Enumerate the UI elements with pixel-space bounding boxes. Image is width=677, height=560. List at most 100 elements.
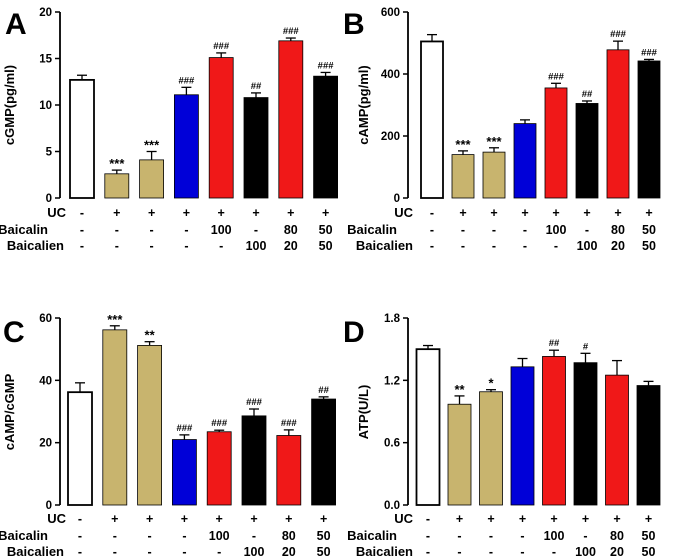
significance-label: ### [176, 423, 193, 434]
table-cell: - [461, 223, 465, 237]
table-cell: - [554, 239, 558, 253]
y-axis-title: ATP(U/L) [356, 385, 371, 440]
row-label: UC [394, 205, 413, 220]
bar [415, 348, 441, 506]
table-cell: + [113, 206, 120, 220]
bar [606, 49, 630, 199]
table-cell: + [250, 512, 257, 526]
table-cell: + [216, 512, 223, 526]
significance-label: ** [454, 382, 465, 397]
table-cell: + [582, 512, 589, 526]
bar [482, 151, 506, 199]
significance-label: ## [582, 89, 593, 100]
table-cell: 50 [642, 223, 656, 237]
y-tick-label: 60 [39, 313, 52, 325]
table-cell: - [219, 239, 223, 253]
bar [173, 94, 199, 199]
y-tick-label: 1.8 [384, 313, 401, 325]
table-cell: + [614, 206, 621, 220]
table-cell: - [150, 239, 154, 253]
table-cell: 50 [642, 529, 656, 543]
y-tick-label: 20 [39, 7, 52, 19]
significance-label: *** [109, 156, 125, 171]
row-label: Baicalien [7, 544, 64, 559]
table-cell: - [430, 223, 434, 237]
panel-a: A05101520cGMP(pg/ml)******##############… [0, 7, 334, 253]
table-cell: - [115, 223, 119, 237]
row-label: Baicalin [347, 222, 397, 237]
table-cell: 80 [611, 223, 625, 237]
significance-label: ### [610, 29, 627, 40]
table-cell: 20 [611, 239, 625, 253]
table-cell: + [287, 206, 294, 220]
table-cell: 100 [244, 545, 265, 559]
table-cell: + [322, 206, 329, 220]
table-cell: - [426, 529, 430, 543]
bar [636, 385, 661, 506]
table-cell: + [487, 512, 494, 526]
significance-label: ### [641, 47, 658, 58]
table-cell: - [523, 223, 527, 237]
table-cell: + [146, 512, 153, 526]
y-tick-label: 10 [39, 100, 52, 112]
bar [573, 362, 598, 506]
bar [420, 40, 444, 199]
table-cell: 50 [317, 545, 331, 559]
panel-label: A [5, 8, 27, 41]
y-tick-label: 600 [381, 7, 400, 19]
table-cell: 80 [610, 529, 624, 543]
significance-label: ### [283, 26, 300, 37]
panel-label: C [3, 316, 25, 349]
table-cell: 50 [317, 529, 331, 543]
table-cell: + [320, 512, 327, 526]
significance-label: # [583, 341, 589, 352]
table-cell: - [78, 529, 82, 543]
table-cell: - [523, 239, 527, 253]
table-cell: 50 [642, 545, 656, 559]
y-tick-label: 0.0 [384, 500, 400, 512]
table-cell: + [459, 206, 466, 220]
table-cell: - [552, 545, 556, 559]
table-cell: - [430, 206, 434, 220]
table-cell: 50 [319, 223, 333, 237]
significance-label: ### [246, 397, 263, 408]
y-axis-title: cAMP(pg/ml) [356, 65, 371, 144]
table-cell: - [150, 223, 154, 237]
table-cell: 80 [284, 223, 298, 237]
bar [278, 40, 304, 199]
table-cell: - [217, 545, 221, 559]
bar [542, 356, 566, 506]
bar [243, 97, 269, 199]
y-tick-label: 0 [394, 193, 400, 205]
bar [510, 366, 535, 506]
table-cell: 100 [577, 239, 598, 253]
bar [137, 345, 163, 506]
bar [451, 154, 475, 199]
row-label: Baicalien [7, 238, 64, 253]
table-cell: + [552, 206, 559, 220]
panel-label: B [343, 8, 365, 41]
table-cell: 100 [211, 223, 232, 237]
significance-label: ## [318, 385, 329, 396]
significance-label: ### [213, 41, 230, 52]
table-cell: - [113, 529, 117, 543]
table-cell: + [490, 206, 497, 220]
y-tick-label: 15 [39, 54, 52, 66]
table-cell: - [492, 223, 496, 237]
bar [575, 103, 599, 199]
y-axis-title: cGMP(pg/ml) [2, 65, 17, 145]
table-cell: + [645, 206, 652, 220]
bar [171, 439, 197, 506]
significance-label: *** [144, 138, 160, 153]
bar [479, 391, 503, 506]
table-cell: + [181, 512, 188, 526]
bar [208, 57, 234, 199]
y-axis-title: cAMP/cGMP [2, 373, 17, 450]
table-cell: - [426, 512, 430, 526]
bar [311, 398, 337, 506]
table-cell: 20 [282, 545, 296, 559]
table-cell: - [78, 545, 82, 559]
